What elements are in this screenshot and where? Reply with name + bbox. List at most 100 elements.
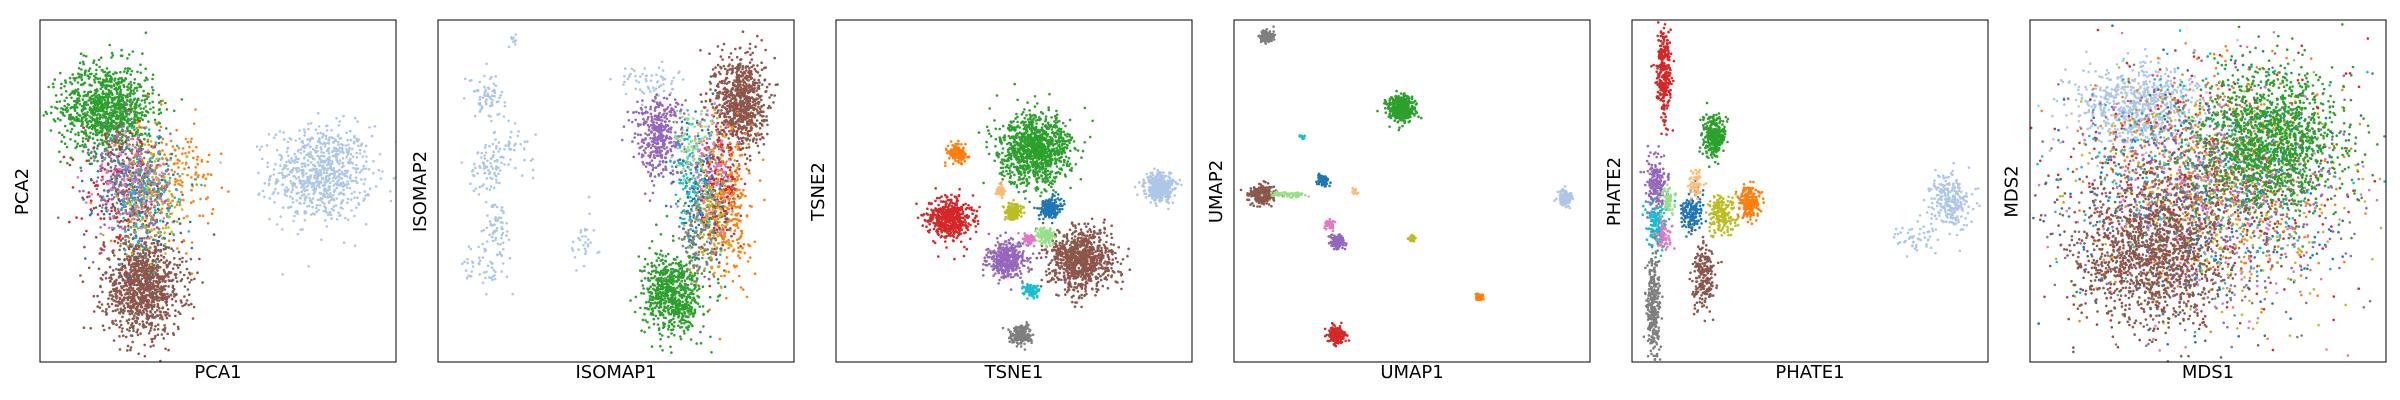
data-point bbox=[122, 288, 126, 292]
data-point bbox=[484, 143, 487, 147]
data-point bbox=[111, 321, 115, 325]
data-point bbox=[361, 155, 365, 158]
data-point bbox=[322, 151, 325, 155]
data-point bbox=[121, 108, 124, 112]
data-point bbox=[324, 219, 327, 222]
data-point bbox=[144, 166, 148, 170]
data-point bbox=[125, 121, 129, 124]
data-point bbox=[341, 181, 345, 184]
data-point bbox=[153, 222, 157, 225]
data-point bbox=[324, 124, 328, 128]
data-point bbox=[128, 94, 132, 98]
data-point bbox=[113, 280, 116, 283]
data-point bbox=[286, 167, 290, 171]
data-point bbox=[587, 195, 591, 199]
data-point bbox=[186, 140, 190, 144]
data-point bbox=[112, 72, 115, 76]
data-point bbox=[319, 131, 323, 135]
data-point bbox=[134, 176, 137, 180]
data-point bbox=[143, 181, 147, 185]
data-point bbox=[126, 57, 129, 60]
data-point bbox=[133, 174, 136, 177]
data-point bbox=[69, 81, 72, 84]
data-point bbox=[102, 328, 106, 332]
data-point bbox=[274, 187, 277, 191]
data-point bbox=[110, 226, 114, 230]
data-point bbox=[140, 111, 144, 114]
data-point bbox=[107, 297, 110, 300]
data-point bbox=[494, 75, 498, 78]
data-point bbox=[164, 223, 168, 227]
data-point bbox=[169, 294, 173, 297]
data-point bbox=[135, 209, 138, 212]
data-point bbox=[291, 185, 295, 188]
data-point bbox=[583, 227, 587, 231]
data-point bbox=[495, 100, 499, 104]
data-point bbox=[73, 140, 77, 143]
data-point bbox=[333, 154, 336, 157]
data-point bbox=[99, 108, 102, 111]
data-point bbox=[490, 262, 494, 266]
data-point bbox=[185, 155, 188, 159]
data-point bbox=[332, 205, 336, 208]
data-point bbox=[319, 169, 322, 172]
data-point bbox=[489, 157, 493, 160]
data-point bbox=[587, 238, 590, 241]
data-point bbox=[75, 119, 79, 123]
data-point bbox=[124, 235, 127, 239]
data-point bbox=[169, 132, 172, 135]
data-point bbox=[86, 195, 89, 199]
data-point bbox=[125, 113, 128, 116]
data-point bbox=[103, 96, 107, 99]
data-point bbox=[290, 138, 293, 141]
data-point bbox=[523, 158, 526, 162]
data-point bbox=[106, 130, 110, 133]
data-point bbox=[90, 110, 93, 113]
data-point bbox=[174, 154, 178, 158]
data-point bbox=[165, 162, 168, 166]
data-point bbox=[151, 313, 154, 316]
data-point bbox=[754, 102, 757, 105]
data-point bbox=[78, 99, 81, 103]
data-point bbox=[300, 165, 304, 168]
data-point bbox=[482, 162, 486, 165]
data-point bbox=[157, 121, 160, 124]
data-point bbox=[120, 299, 124, 303]
data-point bbox=[108, 216, 112, 219]
data-point bbox=[324, 142, 328, 145]
data-point bbox=[159, 250, 162, 253]
data-point bbox=[96, 159, 99, 163]
data-point bbox=[483, 93, 486, 97]
data-point bbox=[131, 209, 134, 213]
data-point bbox=[131, 181, 135, 184]
data-point bbox=[177, 310, 180, 314]
data-point bbox=[136, 70, 139, 74]
data-point bbox=[145, 214, 149, 217]
data-point bbox=[629, 72, 632, 76]
data-point bbox=[134, 102, 137, 106]
data-point bbox=[118, 152, 121, 155]
data-point bbox=[176, 179, 179, 182]
data-point bbox=[84, 137, 88, 140]
data-point bbox=[760, 83, 764, 86]
data-point bbox=[309, 200, 313, 204]
data-point bbox=[172, 287, 176, 291]
data-point bbox=[582, 244, 585, 247]
data-point bbox=[328, 195, 331, 199]
data-point bbox=[101, 273, 105, 277]
data-point bbox=[78, 189, 81, 193]
data-point bbox=[477, 261, 481, 265]
data-point bbox=[65, 110, 69, 114]
data-point bbox=[130, 312, 134, 315]
cluster-6 bbox=[609, 60, 685, 106]
data-point bbox=[155, 190, 159, 193]
data-point bbox=[188, 145, 191, 149]
data-point bbox=[146, 138, 150, 142]
data-point bbox=[156, 135, 159, 139]
data-point bbox=[109, 169, 113, 173]
data-point bbox=[122, 79, 125, 83]
data-point bbox=[281, 173, 285, 177]
data-point bbox=[77, 67, 81, 70]
data-point bbox=[148, 207, 152, 211]
data-point bbox=[115, 148, 118, 151]
